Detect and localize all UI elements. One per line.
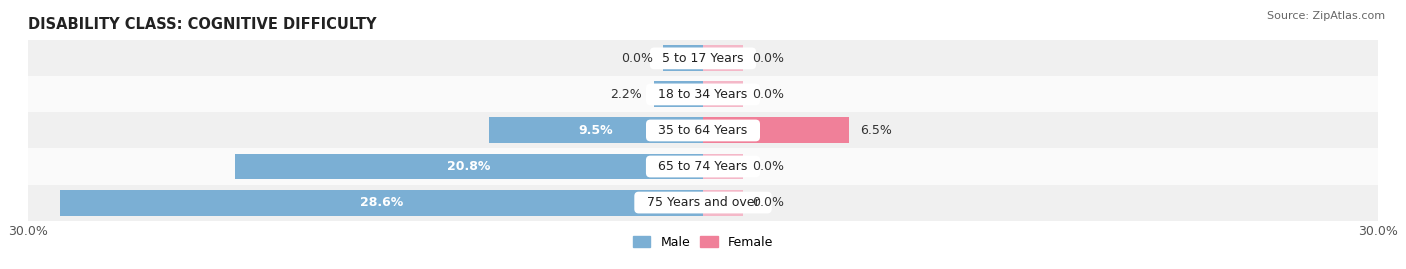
Text: 65 to 74 Years: 65 to 74 Years — [651, 160, 755, 173]
Text: 6.5%: 6.5% — [860, 124, 893, 137]
Text: 0.0%: 0.0% — [752, 88, 785, 101]
Legend: Male, Female: Male, Female — [628, 231, 778, 254]
Text: 18 to 34 Years: 18 to 34 Years — [651, 88, 755, 101]
Bar — [703, 190, 744, 215]
Text: DISABILITY CLASS: COGNITIVE DIFFICULTY: DISABILITY CLASS: COGNITIVE DIFFICULTY — [28, 17, 377, 32]
Text: 28.6%: 28.6% — [360, 196, 404, 209]
Bar — [235, 154, 703, 179]
Text: 20.8%: 20.8% — [447, 160, 491, 173]
Bar — [489, 118, 703, 143]
Text: 0.0%: 0.0% — [752, 52, 785, 65]
Bar — [703, 154, 744, 179]
Bar — [28, 148, 1378, 185]
Bar — [59, 190, 703, 215]
Bar — [662, 45, 703, 71]
Bar — [654, 82, 703, 107]
Bar — [28, 185, 1378, 221]
Text: 75 Years and over: 75 Years and over — [638, 196, 768, 209]
Bar — [28, 76, 1378, 112]
Text: 0.0%: 0.0% — [752, 160, 785, 173]
Bar — [703, 118, 849, 143]
Text: Source: ZipAtlas.com: Source: ZipAtlas.com — [1267, 11, 1385, 21]
Text: 0.0%: 0.0% — [621, 52, 654, 65]
Text: 9.5%: 9.5% — [579, 124, 613, 137]
Text: 2.2%: 2.2% — [610, 88, 643, 101]
Text: 5 to 17 Years: 5 to 17 Years — [654, 52, 752, 65]
Bar — [703, 82, 744, 107]
Bar — [28, 40, 1378, 76]
Bar — [28, 112, 1378, 148]
Text: 0.0%: 0.0% — [752, 196, 785, 209]
Text: 35 to 64 Years: 35 to 64 Years — [651, 124, 755, 137]
Bar — [703, 45, 744, 71]
